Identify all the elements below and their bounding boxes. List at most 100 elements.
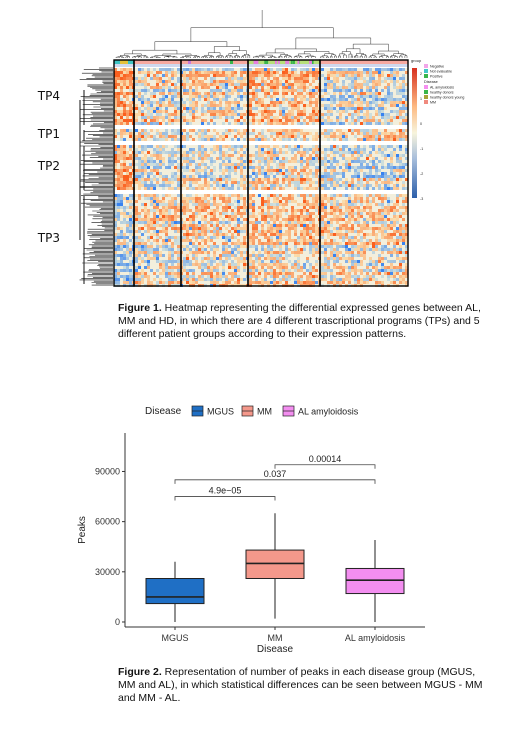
heatmap-cell — [189, 160, 192, 163]
heatmap-cell — [261, 245, 264, 248]
heatmap-cell — [183, 135, 186, 138]
heatmap-cell — [357, 181, 360, 184]
heatmap-cell — [291, 92, 294, 95]
heatmap-cell — [291, 157, 294, 160]
heatmap-cell — [273, 160, 276, 163]
heatmap-cell — [315, 187, 318, 190]
heatmap-cell — [375, 212, 378, 215]
heatmap-cell — [300, 181, 303, 184]
heatmap-cell — [135, 257, 138, 260]
heatmap-cell — [117, 194, 120, 197]
heatmap-cell — [189, 151, 192, 154]
heatmap-cell — [291, 148, 294, 151]
heatmap-cell — [267, 107, 270, 110]
heatmap-cell — [273, 132, 276, 135]
heatmap-cell — [234, 129, 237, 132]
heatmap-cell — [300, 138, 303, 141]
heatmap-cell — [159, 135, 162, 138]
heatmap-cell — [354, 110, 357, 113]
heatmap-cell — [282, 251, 285, 254]
heatmap-cell — [228, 71, 231, 74]
heatmap-cell — [402, 184, 405, 187]
heatmap-cell — [240, 145, 243, 148]
heatmap-cell — [204, 203, 207, 206]
heatmap-cell — [375, 113, 378, 116]
heatmap-cell — [171, 74, 174, 77]
heatmap-cell — [123, 169, 126, 172]
heatmap-cell — [369, 80, 372, 83]
heatmap-cell — [237, 224, 240, 227]
heatmap-cell — [396, 178, 399, 181]
heatmap-cell — [237, 113, 240, 116]
heatmap-cell — [117, 113, 120, 116]
heatmap-cell — [345, 116, 348, 119]
heatmap-cell — [237, 221, 240, 224]
heatmap-cell — [348, 212, 351, 215]
heatmap-cell — [210, 92, 213, 95]
heatmap-cell — [354, 107, 357, 110]
heatmap-cell — [360, 129, 363, 132]
heatmap-cell — [171, 138, 174, 141]
heatmap-cell — [192, 221, 195, 224]
heatmap-cell — [147, 236, 150, 239]
heatmap-cell — [174, 236, 177, 239]
heatmap-cell — [387, 154, 390, 157]
heatmap-cell — [186, 254, 189, 257]
heatmap-cell — [123, 251, 126, 254]
heatmap-cell — [285, 151, 288, 154]
heatmap-cell — [276, 184, 279, 187]
heatmap-cell — [354, 184, 357, 187]
heatmap-cell — [303, 166, 306, 169]
heatmap-cell — [312, 227, 315, 230]
heatmap-cell — [255, 145, 258, 148]
heatmap-cell — [315, 110, 318, 113]
heatmap-cell — [120, 77, 123, 80]
heatmap-cell — [231, 248, 234, 251]
heatmap-cell — [174, 227, 177, 230]
heatmap-cell — [168, 260, 171, 263]
heatmap-cell — [381, 160, 384, 163]
heatmap-cell — [393, 154, 396, 157]
heatmap-cell — [231, 212, 234, 215]
heatmap-cell — [348, 227, 351, 230]
heatmap-cell — [225, 110, 228, 113]
heatmap-cell — [363, 245, 366, 248]
heatmap-cell — [219, 254, 222, 257]
heatmap-cell — [342, 145, 345, 148]
heatmap-cell — [222, 83, 225, 86]
heatmap-cell — [114, 233, 117, 236]
heatmap-cell — [234, 169, 237, 172]
heatmap-cell — [237, 95, 240, 98]
heatmap-cell — [183, 197, 186, 200]
heatmap-cell — [159, 68, 162, 71]
heatmap-cell — [195, 86, 198, 89]
heatmap-cell — [117, 74, 120, 77]
heatmap-cell — [147, 251, 150, 254]
heatmap-cell — [231, 80, 234, 83]
heatmap-cell — [267, 221, 270, 224]
heatmap-cell — [255, 138, 258, 141]
heatmap-cell — [120, 236, 123, 239]
heatmap-cell — [345, 187, 348, 190]
heatmap-cell — [270, 86, 273, 89]
heatmap-cell — [147, 257, 150, 260]
heatmap-cell — [264, 80, 267, 83]
heatmap-cell — [240, 163, 243, 166]
heatmap-cell — [396, 104, 399, 107]
heatmap-cell — [144, 166, 147, 169]
heatmap-cell — [381, 98, 384, 101]
heatmap-cell — [357, 175, 360, 178]
heatmap-cell — [138, 172, 141, 175]
heatmap-cell — [282, 107, 285, 110]
heatmap-cell — [156, 163, 159, 166]
heatmap-cell — [396, 129, 399, 132]
heatmap-cell — [297, 221, 300, 224]
heatmap-cell — [213, 74, 216, 77]
heatmap-cell — [306, 98, 309, 101]
heatmap-cell — [258, 239, 261, 242]
heatmap-cell — [123, 245, 126, 248]
heatmap-cell — [159, 160, 162, 163]
heatmap-cell — [357, 221, 360, 224]
heatmap-cell — [177, 254, 180, 257]
heatmap-cell — [384, 178, 387, 181]
